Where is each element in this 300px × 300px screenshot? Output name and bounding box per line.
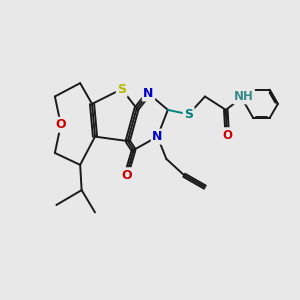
Text: O: O — [56, 118, 66, 131]
Text: N: N — [152, 130, 163, 143]
Text: S: S — [117, 82, 126, 96]
Text: O: O — [121, 169, 131, 182]
Text: O: O — [222, 129, 232, 142]
Text: NH: NH — [234, 90, 254, 103]
Text: S: S — [184, 108, 193, 121]
Text: N: N — [143, 87, 154, 100]
